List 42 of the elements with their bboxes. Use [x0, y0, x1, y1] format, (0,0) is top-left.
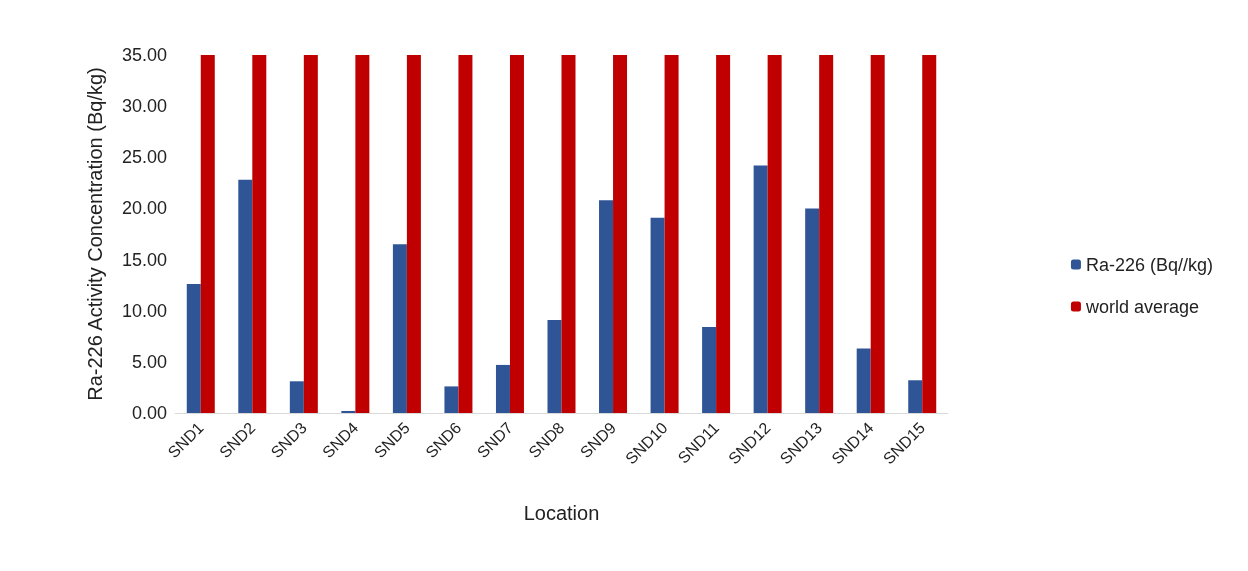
y-tick-label: 10.00	[121, 300, 167, 321]
bar	[252, 55, 267, 413]
legend-label: Ra-226 (Bq//kg)	[1085, 254, 1214, 275]
bar	[856, 348, 871, 413]
bar	[716, 55, 731, 413]
y-tick-label: 35.00	[121, 45, 167, 65]
y-tick-label: 5.00	[131, 351, 167, 372]
x-axis-title: Location	[523, 502, 600, 524]
bar	[547, 319, 562, 413]
y-axis-title: Ra-226 Activity Concentration (Bq/kg)	[84, 67, 106, 401]
bar	[238, 179, 253, 413]
bar	[908, 380, 923, 413]
bar	[805, 208, 820, 413]
bar	[767, 55, 782, 413]
bar	[650, 217, 665, 413]
bar	[753, 165, 768, 413]
bar	[303, 55, 318, 413]
bar	[186, 284, 201, 413]
bar	[819, 55, 834, 413]
bar	[922, 55, 937, 413]
bar	[406, 55, 421, 413]
bar	[509, 55, 524, 413]
bar	[702, 327, 717, 413]
bar	[664, 55, 679, 413]
legend-label: world average	[1084, 296, 1200, 317]
bar	[495, 364, 510, 413]
bar	[341, 410, 356, 413]
bar	[561, 55, 576, 413]
bar	[599, 200, 614, 413]
y-tick-label: 0.00	[131, 403, 167, 423]
bar	[355, 55, 370, 413]
bar	[458, 55, 473, 413]
bar	[392, 244, 407, 413]
bar	[613, 55, 628, 413]
bar	[200, 55, 215, 413]
bar	[870, 55, 885, 413]
y-tick-label: 20.00	[121, 198, 167, 219]
y-tick-label: 25.00	[121, 147, 167, 168]
bar	[444, 386, 459, 413]
y-tick-label: 30.00	[121, 96, 167, 117]
y-tick-label: 15.00	[121, 249, 167, 270]
bar	[289, 381, 304, 413]
